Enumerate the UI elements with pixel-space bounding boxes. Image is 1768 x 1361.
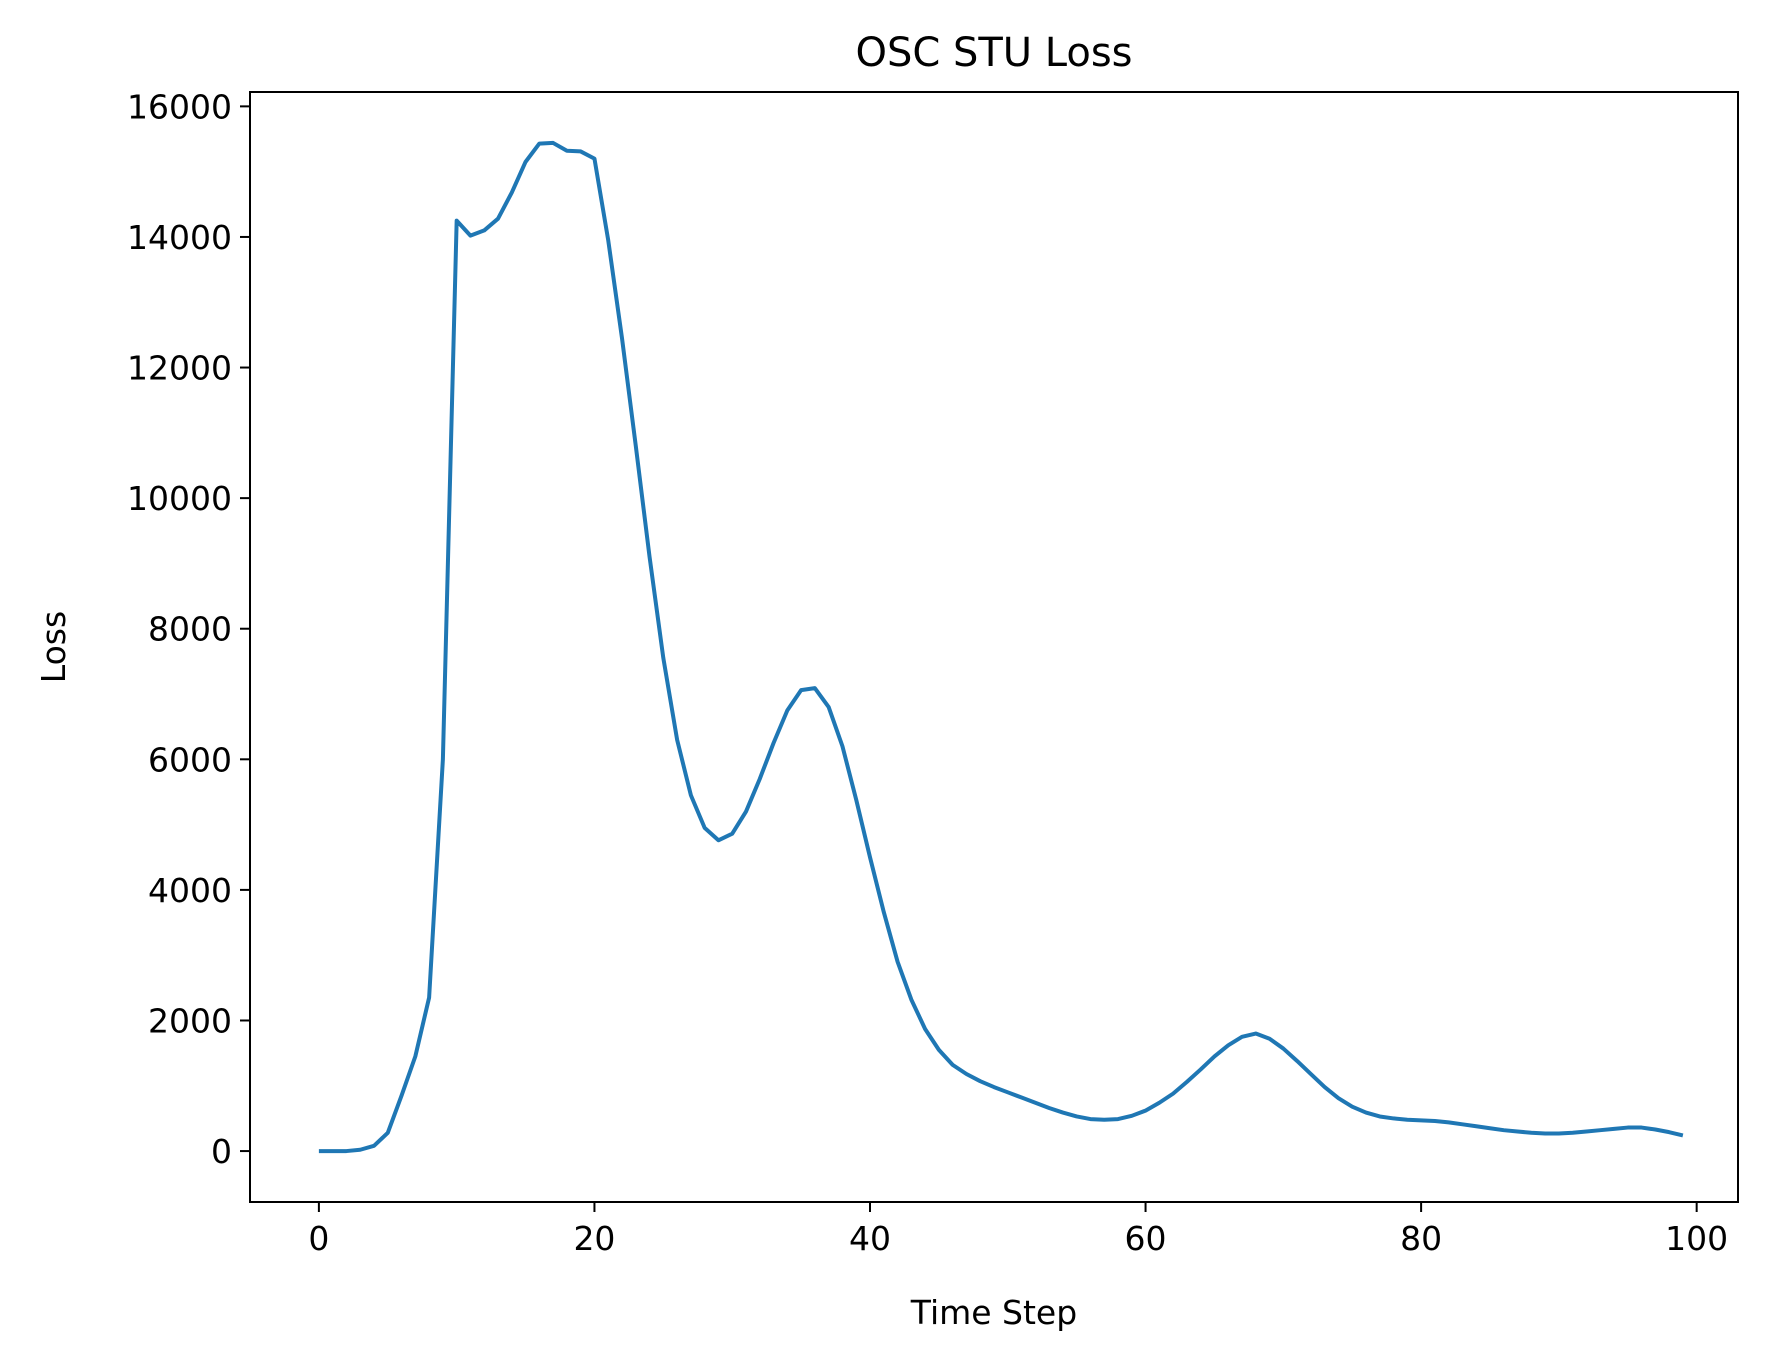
x-tick-label: 100 — [1665, 1219, 1728, 1258]
y-axis: 0 2000 4000 6000 8000 10000 12000 14000 16000 — [127, 87, 250, 1171]
chart-marks — [318, 140, 1684, 1154]
x-tick-label: 80 — [1400, 1219, 1442, 1258]
y-tick-label: 12000 — [127, 349, 232, 388]
y-tick-label: 10000 — [127, 479, 232, 518]
y-tick-label: 8000 — [148, 610, 232, 649]
series-line-loss — [318, 140, 1684, 1154]
y-tick-label: 2000 — [148, 1001, 232, 1040]
x-tick-label: 40 — [849, 1219, 891, 1258]
x-tick-label: 60 — [1125, 1219, 1167, 1258]
y-tick-label: 16000 — [127, 87, 232, 126]
y-tick-label: 4000 — [148, 871, 232, 910]
y-tick-label: 6000 — [148, 740, 232, 779]
x-tick-label: 20 — [573, 1219, 615, 1258]
chart-title: OSC STU Loss — [855, 30, 1132, 76]
y-tick-label: 14000 — [127, 218, 232, 257]
y-tick-label: 0 — [211, 1132, 232, 1171]
x-axis: 0 20 40 60 80 100 — [308, 1202, 1728, 1258]
x-axis-label: Time Step — [910, 1293, 1077, 1332]
x-tick-label: 0 — [308, 1219, 329, 1258]
plot-frame — [249, 91, 1739, 1203]
y-axis-label: Loss — [34, 611, 73, 683]
